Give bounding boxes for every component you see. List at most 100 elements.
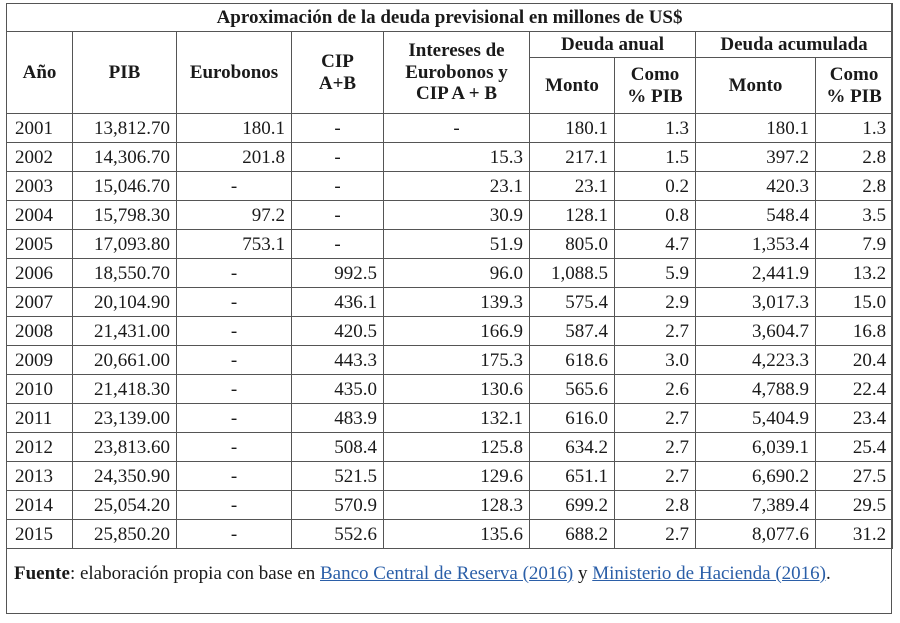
source-text-after: . <box>825 563 831 584</box>
table-row: 2009 20,661.00-443.3 175.3 618.6 3.0 4,223.3 2… <box>6 345 894 375</box>
cell-intereses: 135.6 <box>383 519 530 549</box>
cell-cip: 436.1 <box>291 287 384 317</box>
cell-acum-monto: 548.4 <box>695 200 816 230</box>
cell-anio: 2009 <box>6 345 73 375</box>
source-note: Fuente: elaboración propia con base en B… <box>14 560 874 587</box>
header-acum-monto: Monto <box>695 57 816 114</box>
cell-acum-pct: 13.2 <box>814 258 894 288</box>
table-row: 2010 21,418.30-435.0 130.6 565.6 2.6 4,788.9 2… <box>6 374 894 404</box>
cell-acum-pct: 23.4 <box>814 403 894 433</box>
header-cip: CIP A+B <box>291 31 384 114</box>
cell-eurobonos: - <box>176 316 292 346</box>
cell-acum-monto: 7,389.4 <box>695 490 816 520</box>
cell-anual-monto: 651.1 <box>529 461 615 491</box>
header-deuda-anual: Deuda anual <box>529 31 696 58</box>
cell-anio: 2014 <box>6 490 73 520</box>
cell-eurobonos: - <box>176 461 292 491</box>
cell-eurobonos: - <box>176 374 292 404</box>
cell-intereses: 129.6 <box>383 461 530 491</box>
header-intereses-line2: Eurobonos y <box>405 61 508 83</box>
cell-anio: 2001 <box>6 113 73 143</box>
cell-acum-monto: 180.1 <box>695 113 816 143</box>
cell-cip: - <box>291 229 384 259</box>
cell-acum-pct: 27.5 <box>814 461 894 491</box>
cell-acum-monto: 4,223.3 <box>695 345 816 375</box>
cell-eurobonos: - <box>176 432 292 462</box>
cell-intereses: 23.1 <box>383 171 530 201</box>
table-row: 2008 21,431.00-420.5 166.9 587.4 2.7 3,604.7 1… <box>6 316 894 346</box>
cell-cip: 483.9 <box>291 403 384 433</box>
cell-intereses: 128.3 <box>383 490 530 520</box>
cell-acum-monto: 6,690.2 <box>695 461 816 491</box>
cell-pib: 13,812.70 <box>72 113 177 143</box>
cell-cip: 992.5 <box>291 258 384 288</box>
cell-anio: 2010 <box>6 374 73 404</box>
cell-acum-pct: 7.9 <box>814 229 894 259</box>
header-cip-line1: CIP <box>321 50 354 72</box>
cell-intereses: 30.9 <box>383 200 530 230</box>
cell-acum-pct: 15.0 <box>814 287 894 317</box>
cell-pib: 23,139.00 <box>72 403 177 433</box>
source-link-hacienda[interactable]: Ministerio de Hacienda (2016) <box>592 563 826 584</box>
table-row: 2007 20,104.90-436.1 139.3 575.4 2.9 3,017.3 1… <box>6 287 894 317</box>
source-label: Fuente <box>14 563 70 584</box>
cell-anual-monto: 23.1 <box>529 171 615 201</box>
cell-anio: 2015 <box>6 519 73 549</box>
cell-eurobonos: - <box>176 171 292 201</box>
cell-anual-pct: 2.7 <box>614 519 696 549</box>
cell-intereses: - <box>383 113 530 143</box>
table-title: Aproximación de la deuda previsional en … <box>5 3 894 32</box>
cell-pib: 21,431.00 <box>72 316 177 346</box>
cell-anual-monto: 616.0 <box>529 403 615 433</box>
cell-acum-pct: 22.4 <box>814 374 894 404</box>
cell-anual-pct: 2.7 <box>614 316 696 346</box>
cell-anual-pct: 3.0 <box>614 345 696 375</box>
table-row: 2012 23,813.60-508.4 125.8 634.2 2.7 6,039.1 2… <box>6 432 894 462</box>
cell-pib: 18,550.70 <box>72 258 177 288</box>
cell-anual-monto: 128.1 <box>529 200 615 230</box>
cell-anual-pct: 2.7 <box>614 403 696 433</box>
header-anual-pct-line2: % PIB <box>627 85 683 107</box>
cell-cip: 552.6 <box>291 519 384 549</box>
cell-eurobonos: 97.2 <box>176 200 292 230</box>
cell-anual-monto: 565.6 <box>529 374 615 404</box>
cell-anual-pct: 1.5 <box>614 142 696 172</box>
cell-acum-monto: 8,077.6 <box>695 519 816 549</box>
source-text-between: y <box>573 563 593 584</box>
cell-acum-monto: 3,604.7 <box>695 316 816 346</box>
cell-anual-pct: 2.7 <box>614 461 696 491</box>
cell-pib: 20,104.90 <box>72 287 177 317</box>
cell-anual-pct: 2.7 <box>614 432 696 462</box>
cell-acum-monto: 2,441.9 <box>695 258 816 288</box>
cell-acum-pct: 16.8 <box>814 316 894 346</box>
cell-anual-pct: 5.9 <box>614 258 696 288</box>
cell-anual-monto: 805.0 <box>529 229 615 259</box>
cell-intereses: 51.9 <box>383 229 530 259</box>
cell-acum-monto: 397.2 <box>695 142 816 172</box>
cell-anual-monto: 1,088.5 <box>529 258 615 288</box>
cell-anio: 2012 <box>6 432 73 462</box>
cell-intereses: 130.6 <box>383 374 530 404</box>
cell-acum-monto: 4,788.9 <box>695 374 816 404</box>
cell-pib: 17,093.80 <box>72 229 177 259</box>
cell-anio: 2006 <box>6 258 73 288</box>
table-row: 2014 25,054.20-570.9 128.3 699.2 2.8 7,389.4 2… <box>6 490 894 520</box>
cell-cip: 570.9 <box>291 490 384 520</box>
cell-pib: 14,306.70 <box>72 142 177 172</box>
cell-anual-pct: 2.6 <box>614 374 696 404</box>
cell-acum-pct: 2.8 <box>814 142 894 172</box>
cell-eurobonos: - <box>176 345 292 375</box>
cell-acum-pct: 2.8 <box>814 171 894 201</box>
cell-pib: 23,813.60 <box>72 432 177 462</box>
cell-pib: 24,350.90 <box>72 461 177 491</box>
cell-anual-monto: 180.1 <box>529 113 615 143</box>
source-link-bcr[interactable]: Banco Central de Reserva (2016) <box>320 563 574 584</box>
table-row: 2004 15,798.30 97.2-30.9 128.1 0.8 548.4 3.5 <box>6 200 894 230</box>
cell-anio: 2008 <box>6 316 73 346</box>
table-row: 2003 15,046.70- -23.1 23.1 0.2 420.3 2.8 <box>6 171 894 201</box>
cell-acum-pct: 20.4 <box>814 345 894 375</box>
header-intereses: Intereses de Eurobonos y CIP A + B <box>383 31 530 114</box>
cell-eurobonos: - <box>176 258 292 288</box>
cell-anual-monto: 587.4 <box>529 316 615 346</box>
cell-intereses: 166.9 <box>383 316 530 346</box>
